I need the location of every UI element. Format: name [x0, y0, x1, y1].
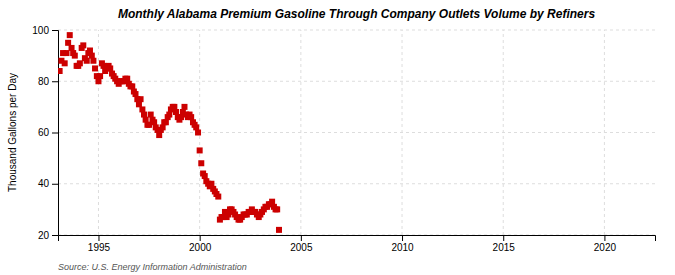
y-tick: 60: [38, 127, 58, 138]
point: [276, 227, 282, 233]
point: [133, 91, 139, 97]
x-tick-label: 2015: [493, 242, 516, 253]
point: [193, 124, 199, 130]
points: [58, 32, 282, 233]
x-tick: 2000: [189, 235, 212, 253]
point: [136, 101, 142, 107]
y-tick: 40: [38, 178, 58, 189]
point: [151, 119, 157, 125]
point: [95, 78, 101, 84]
x-tick-mark: [604, 235, 605, 241]
point: [188, 114, 194, 120]
point: [129, 83, 135, 89]
y-tick-label: 100: [32, 25, 49, 36]
source: Source: U.S. Energy Information Administ…: [58, 262, 247, 272]
x-tick-mark: [98, 235, 99, 241]
point: [208, 181, 214, 187]
y-axis-label: Thousand Gallons per Day: [7, 73, 18, 192]
point: [90, 58, 96, 64]
y-tick-mark: [52, 81, 58, 82]
point: [171, 104, 177, 110]
y-axis: 20 40 60 80 100: [32, 25, 58, 241]
point: [139, 106, 145, 112]
point: [138, 96, 144, 102]
point: [89, 53, 95, 59]
point: [202, 173, 208, 179]
point: [156, 132, 162, 138]
y-grid-line: [58, 30, 655, 31]
point: [63, 50, 69, 56]
y-grid-line: [58, 183, 655, 184]
point: [163, 119, 169, 125]
point: [195, 130, 201, 136]
grid: [58, 30, 655, 235]
point: [141, 112, 147, 118]
point: [160, 124, 166, 130]
y-tick-label: 60: [38, 127, 50, 138]
point: [107, 65, 113, 71]
y-tick: 20: [38, 230, 58, 241]
point: [84, 58, 90, 64]
x-tick-label: 2000: [189, 242, 212, 253]
x-grid-line: [98, 30, 99, 235]
x-tick-label: 2010: [391, 242, 414, 253]
point: [65, 40, 71, 46]
point: [173, 109, 179, 115]
point: [87, 48, 93, 54]
x-tick: 1995: [88, 235, 111, 253]
y-grid-line: [58, 81, 655, 82]
point: [124, 76, 130, 82]
x-axis-line: [59, 236, 656, 242]
y-tick-mark: [52, 133, 58, 134]
point: [197, 147, 203, 153]
y-tick-mark: [52, 184, 58, 185]
x-axis: 1995 2000 2005 2010 2015 2020: [59, 235, 656, 253]
x-tick: 2010: [391, 235, 414, 253]
point: [181, 104, 187, 110]
y-tick: 80: [38, 76, 58, 87]
x-tick-label: 1995: [88, 242, 111, 253]
point: [72, 53, 78, 59]
point: [269, 199, 275, 205]
x-tick-mark: [301, 235, 302, 241]
point: [274, 206, 280, 212]
x-tick-label: 2020: [594, 242, 617, 253]
y-tick: 100: [32, 25, 58, 36]
point: [215, 194, 221, 200]
point: [67, 32, 73, 38]
x-tick-label: 2005: [290, 242, 313, 253]
y-grid-line: [58, 132, 655, 133]
y-tick-mark: [52, 235, 58, 236]
y-tick-mark: [52, 30, 58, 31]
y-tick-label: 80: [38, 76, 50, 87]
x-tick: 2020: [594, 235, 617, 253]
x-tick-mark: [503, 235, 504, 241]
y-axis-line: [52, 31, 59, 236]
y-tick-label: 20: [38, 230, 50, 241]
point: [166, 112, 172, 118]
point: [80, 42, 86, 48]
point: [69, 45, 75, 51]
x-tick-mark: [200, 235, 201, 241]
point: [62, 60, 68, 66]
point: [198, 160, 204, 166]
point: [97, 73, 103, 79]
point: [77, 60, 83, 66]
x-tick: 2005: [290, 235, 313, 253]
title: Monthly Alabama Premium Gasoline Through…: [118, 7, 596, 21]
point: [92, 65, 98, 71]
x-tick-mark: [402, 235, 403, 241]
chart: 19952000200520102015202020406080100Month…: [0, 0, 675, 275]
point: [58, 68, 63, 74]
y-tick-label: 40: [38, 178, 50, 189]
point: [148, 112, 154, 118]
point: [143, 117, 149, 123]
x-tick: 2015: [493, 235, 516, 253]
